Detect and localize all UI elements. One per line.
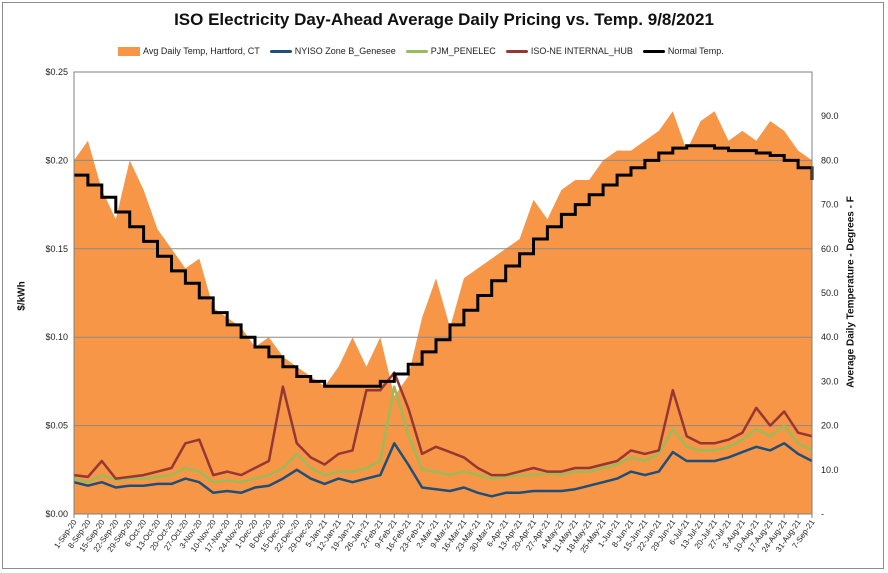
series-line-nyiso bbox=[73, 442, 813, 498]
legend-item-temp: Avg Daily Temp, Hartford, CT bbox=[118, 46, 260, 56]
y-tick-label-right: 10.0 bbox=[821, 465, 839, 475]
legend-swatch-isone bbox=[505, 49, 528, 53]
legend-label-isone: ISO-NE INTERNAL_HUB bbox=[530, 46, 633, 56]
y-tick-label-right: 20.0 bbox=[821, 421, 839, 431]
legend-swatch-temp bbox=[118, 46, 140, 56]
y-tick-label-left: $0.20 bbox=[45, 155, 68, 165]
series-line-isone bbox=[73, 371, 813, 480]
series-area-temp bbox=[74, 111, 812, 515]
legend-item-nyiso: NYISO Zone B_Genesee bbox=[269, 46, 396, 56]
y-tick-label-left: $0.10 bbox=[45, 332, 68, 342]
y-tick-label-right: 50.0 bbox=[821, 288, 839, 298]
legend: Avg Daily Temp, Hartford, CT NYISO Zone … bbox=[118, 44, 734, 58]
y-tick-label-left: $0.00 bbox=[45, 509, 68, 519]
y-tick-label-right: 60.0 bbox=[821, 244, 839, 254]
legend-item-normal: Normal Temp. bbox=[642, 46, 724, 56]
y-tick-label-right: 80.0 bbox=[821, 155, 839, 165]
series-line-normal-temp bbox=[74, 144, 814, 388]
legend-item-isone: ISO-NE INTERNAL_HUB bbox=[505, 46, 633, 56]
legend-swatch-pjm bbox=[405, 49, 428, 53]
y-tick-label-right: 70.0 bbox=[821, 200, 839, 210]
legend-swatch-nyiso bbox=[269, 49, 292, 53]
legend-label-pjm: PJM_PENELEC bbox=[430, 46, 496, 56]
legend-item-pjm: PJM_PENELEC bbox=[405, 46, 496, 56]
series-line-pjm bbox=[73, 385, 813, 484]
legend-label-normal: Normal Temp. bbox=[667, 46, 724, 56]
legend-label-temp: Avg Daily Temp, Hartford, CT bbox=[143, 46, 260, 56]
plot-border bbox=[73, 71, 813, 515]
y-tick-label-right: 30.0 bbox=[821, 376, 839, 386]
y-tick-label-right: 40.0 bbox=[821, 332, 839, 342]
y-tick-label-left: $0.05 bbox=[45, 421, 68, 431]
y-tick-label-right: 90.0 bbox=[821, 111, 839, 121]
legend-swatch-normal bbox=[642, 49, 665, 53]
y-tick-label-left: $0.15 bbox=[45, 244, 68, 254]
y-tick-label-right: - bbox=[821, 509, 824, 519]
y-tick-label-left: $0.25 bbox=[45, 67, 68, 77]
legend-label-nyiso: NYISO Zone B_Genesee bbox=[294, 46, 396, 56]
chart-title: ISO Electricity Day-Ahead Average Daily … bbox=[174, 10, 714, 29]
